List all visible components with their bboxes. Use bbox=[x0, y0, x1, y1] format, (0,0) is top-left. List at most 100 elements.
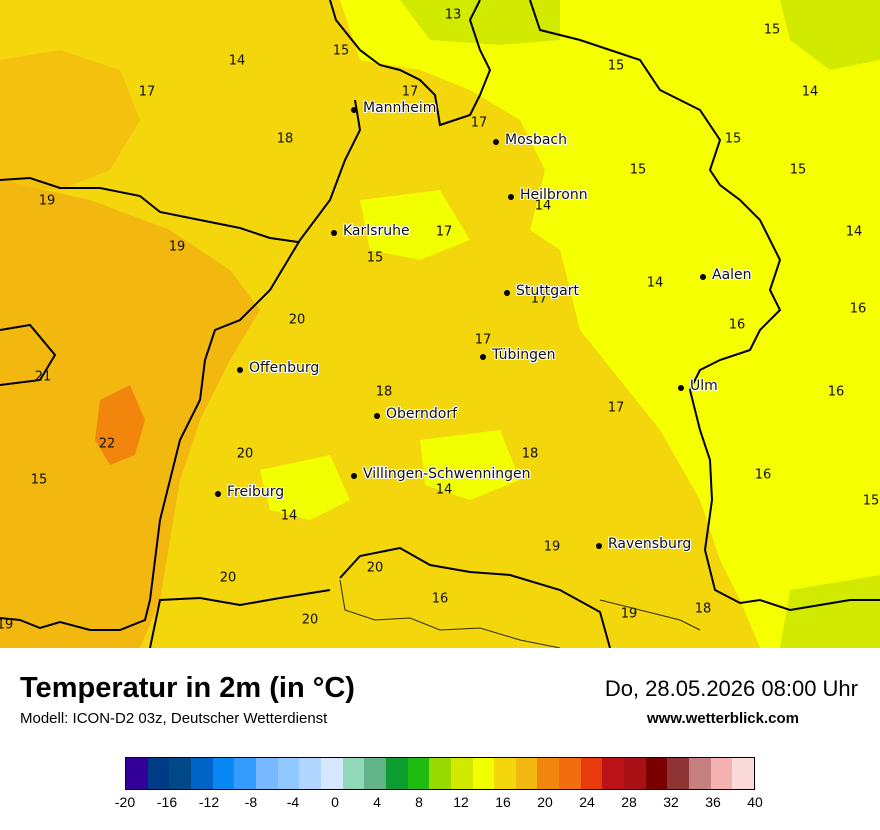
color-swatch bbox=[364, 758, 386, 789]
temp-label: 14 bbox=[435, 482, 453, 498]
temp-label: 20 bbox=[219, 570, 237, 586]
city-label: Ravensburg bbox=[608, 536, 692, 552]
color-swatch bbox=[450, 758, 473, 789]
temp-label: 13 bbox=[444, 7, 462, 23]
zone-16-patch-b bbox=[420, 430, 520, 500]
color-swatch bbox=[299, 758, 321, 789]
temp-label: 15 bbox=[366, 250, 384, 266]
website-link[interactable]: www.wetterblick.com bbox=[647, 710, 799, 727]
temp-label: 19 bbox=[620, 606, 638, 622]
temp-label: 18 bbox=[521, 446, 539, 462]
color-swatch bbox=[255, 758, 278, 789]
temp-label: 21 bbox=[34, 369, 52, 385]
temp-label: 14 bbox=[801, 84, 819, 100]
temp-label: 14 bbox=[646, 275, 664, 291]
city-dot bbox=[374, 413, 380, 419]
map-footer: Temperatur in 2m (in °C) Modell: ICON-D2… bbox=[0, 648, 880, 830]
temp-label: 15 bbox=[763, 22, 781, 38]
city-dot bbox=[480, 354, 486, 360]
scale-tick-label: 12 bbox=[453, 794, 469, 810]
color-swatch bbox=[320, 758, 343, 789]
zone-14-cold-east bbox=[780, 0, 880, 70]
temp-label: 17 bbox=[474, 332, 492, 348]
color-scale-ticks: -20 -16 -12 -8 -4 0 4 8 12 16 20 24 28 32 36 40 bbox=[115, 794, 763, 814]
temp-label: 20 bbox=[236, 446, 254, 462]
color-scale bbox=[125, 757, 755, 790]
color-swatch bbox=[169, 758, 191, 789]
temp-label: 17 bbox=[138, 84, 156, 100]
city-label: Heilbronn bbox=[520, 187, 588, 203]
color-swatch bbox=[710, 758, 733, 789]
color-swatch bbox=[624, 758, 646, 789]
city-dot bbox=[508, 194, 514, 200]
temp-label: 20 bbox=[301, 612, 319, 628]
temp-label: 16 bbox=[849, 301, 867, 317]
forecast-datetime: Do, 28.05.2026 08:00 Uhr bbox=[604, 676, 858, 701]
color-swatch bbox=[515, 758, 538, 789]
color-swatch bbox=[580, 758, 603, 789]
color-swatch bbox=[559, 758, 581, 789]
color-swatch bbox=[126, 758, 148, 789]
city-dot bbox=[215, 491, 221, 497]
temp-label: 20 bbox=[366, 560, 384, 576]
scale-tick-label: 20 bbox=[537, 794, 553, 810]
scale-tick-label: -20 bbox=[114, 794, 136, 810]
color-swatch bbox=[277, 758, 300, 789]
temp-label: 19 bbox=[543, 539, 561, 555]
scale-tick-label: 0 bbox=[331, 794, 339, 810]
color-swatch bbox=[472, 758, 495, 789]
color-swatch bbox=[429, 758, 451, 789]
zone-22-24 bbox=[95, 385, 145, 465]
temp-label: 17 bbox=[401, 84, 419, 100]
temp-label: 17 bbox=[470, 115, 488, 131]
temp-label: 15 bbox=[332, 43, 350, 59]
temp-label: 19 bbox=[0, 617, 14, 633]
city-dot bbox=[493, 139, 499, 145]
color-swatch bbox=[537, 758, 560, 789]
district-borders bbox=[339, 579, 701, 648]
city-dot bbox=[596, 543, 602, 549]
scale-tick-label: -16 bbox=[156, 794, 178, 810]
temp-label: 20 bbox=[288, 312, 306, 328]
map-title: Temperatur in 2m (in °C) bbox=[20, 672, 355, 704]
scale-tick-label: -4 bbox=[286, 794, 300, 810]
color-swatch bbox=[234, 758, 256, 789]
scale-tick-label: 24 bbox=[579, 794, 595, 810]
color-swatch bbox=[342, 758, 365, 789]
scale-tick-label: 4 bbox=[373, 794, 381, 810]
scale-tick-label: 40 bbox=[747, 794, 763, 810]
model-source: Modell: ICON-D2 03z, Deutscher Wetterdie… bbox=[20, 710, 328, 727]
color-swatch bbox=[147, 758, 170, 789]
temperature-map: 13 15 15 14 17 17 14 18 17 15 15 15 19 1… bbox=[0, 0, 880, 648]
city-label: Karlsruhe bbox=[343, 223, 410, 239]
scale-tick-label: 32 bbox=[663, 794, 679, 810]
temp-label: 15 bbox=[30, 472, 48, 488]
city-dot bbox=[237, 367, 243, 373]
temp-label: 15 bbox=[724, 131, 742, 147]
temp-label: 19 bbox=[38, 193, 56, 209]
city-label: Freiburg bbox=[227, 484, 285, 500]
zone-16-patch-c bbox=[360, 190, 470, 260]
temp-label: 17 bbox=[435, 224, 453, 240]
scale-tick-label: 16 bbox=[495, 794, 511, 810]
color-swatch bbox=[494, 758, 516, 789]
temp-label: 18 bbox=[276, 131, 294, 147]
zone-14-cold-ne bbox=[400, 0, 560, 45]
city-label: Villingen-Schwenningen bbox=[363, 466, 531, 482]
city-label: Tübingen bbox=[492, 347, 556, 363]
city-dot bbox=[504, 290, 510, 296]
city-label: Aalen bbox=[712, 267, 752, 283]
city-label: Ulm bbox=[690, 378, 718, 394]
scale-tick-label: -12 bbox=[198, 794, 220, 810]
city-dot bbox=[351, 473, 357, 479]
color-swatch bbox=[645, 758, 668, 789]
color-swatch bbox=[732, 758, 755, 789]
temp-label: 19 bbox=[168, 239, 186, 255]
state-borders bbox=[0, 0, 880, 648]
scale-tick-label: 36 bbox=[705, 794, 721, 810]
color-swatch bbox=[602, 758, 625, 789]
city-label: Mosbach bbox=[505, 132, 567, 148]
zone-18-20 bbox=[0, 0, 760, 648]
color-swatch bbox=[190, 758, 213, 789]
color-swatch bbox=[407, 758, 430, 789]
